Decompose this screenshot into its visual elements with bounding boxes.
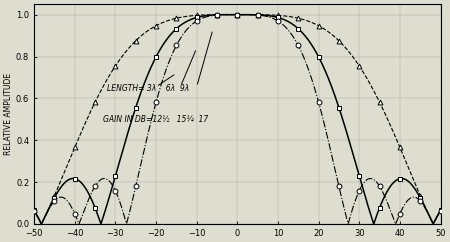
- Y-axis label: RELATIVE AMPLITUDE: RELATIVE AMPLITUDE: [4, 73, 13, 155]
- Text: LENGTH= 3λ    6λ  9λ: LENGTH= 3λ 6λ 9λ: [107, 84, 189, 93]
- Text: GAIN IN DB=12½   15¼  17: GAIN IN DB=12½ 15¼ 17: [103, 115, 208, 124]
